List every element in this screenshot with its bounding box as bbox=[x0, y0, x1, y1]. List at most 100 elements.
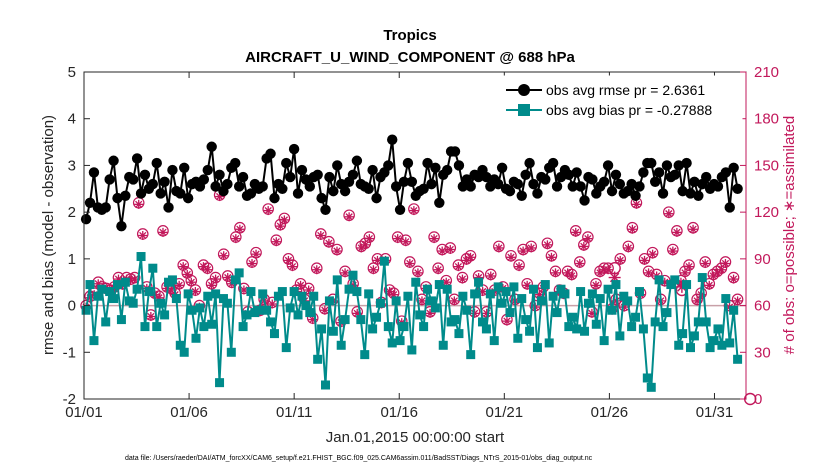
rmse-point bbox=[575, 181, 586, 192]
bias-point bbox=[297, 291, 307, 301]
asterisk-stroke bbox=[572, 228, 580, 237]
obs-assimilated-marker bbox=[275, 221, 285, 231]
rmse-point bbox=[406, 176, 418, 187]
rmse-point bbox=[179, 162, 190, 173]
bias-point bbox=[423, 284, 433, 294]
rmse-point bbox=[724, 202, 735, 213]
y2-tick-label: 150 bbox=[754, 157, 779, 174]
obs-assimilated-marker bbox=[449, 296, 459, 306]
asterisk-stroke bbox=[357, 244, 365, 252]
obs-assimilated-marker bbox=[688, 224, 698, 234]
obs-assimilated-marker bbox=[296, 280, 306, 290]
rmse-point bbox=[430, 162, 441, 173]
bias-point bbox=[258, 289, 268, 299]
bias-point bbox=[187, 305, 197, 315]
bias-point bbox=[364, 289, 374, 299]
asterisk-stroke bbox=[288, 263, 297, 271]
obs-assimilated-marker bbox=[494, 243, 504, 253]
rmse-point bbox=[689, 176, 700, 187]
asterisk-stroke bbox=[503, 317, 511, 325]
obs-assimilated-marker bbox=[526, 243, 536, 253]
asterisk-stroke bbox=[604, 266, 612, 274]
asterisk-stroke bbox=[232, 234, 240, 243]
rmse-point bbox=[441, 164, 453, 176]
rmse-point bbox=[571, 167, 582, 178]
asterisk-stroke bbox=[580, 242, 588, 251]
bias-point bbox=[203, 291, 213, 301]
bias-point bbox=[607, 305, 617, 315]
asterisk-stroke bbox=[187, 278, 195, 286]
asterisk-stroke bbox=[321, 306, 329, 314]
rmse-point bbox=[626, 178, 637, 190]
asterisk-stroke bbox=[365, 234, 374, 243]
asterisk-stroke bbox=[385, 287, 394, 296]
bias-point bbox=[674, 340, 684, 350]
rmse-point bbox=[175, 188, 186, 199]
x-tick-label: 01/31 bbox=[696, 404, 734, 421]
legend-rmse-marker bbox=[518, 84, 530, 96]
bias-point bbox=[156, 298, 166, 308]
bias-point bbox=[587, 289, 597, 299]
obs-assimilated-marker bbox=[320, 305, 330, 315]
rmse-point bbox=[304, 181, 316, 192]
bias-point bbox=[348, 270, 358, 280]
bias-point bbox=[415, 310, 425, 320]
x-tick-label: 01/11 bbox=[276, 404, 312, 421]
bias-point bbox=[442, 284, 452, 294]
asterisk-stroke bbox=[414, 269, 422, 277]
rmse-point bbox=[653, 167, 665, 178]
chart-title: Tropics bbox=[383, 27, 436, 44]
rmse-point bbox=[649, 176, 661, 187]
obs-assimilated-marker bbox=[413, 268, 423, 278]
bias-point bbox=[301, 301, 311, 311]
bias-point bbox=[733, 354, 743, 364]
rmse-point bbox=[516, 190, 527, 201]
asterisk-stroke bbox=[673, 228, 681, 237]
bias-point bbox=[328, 326, 338, 336]
bias-point bbox=[717, 340, 727, 350]
obs-assimilated-marker bbox=[704, 280, 714, 290]
obs-assimilated-marker bbox=[672, 227, 682, 237]
rmse-point bbox=[418, 183, 429, 194]
obs-assimilated-marker bbox=[550, 268, 560, 278]
bias-point bbox=[525, 326, 535, 336]
asterisk-stroke bbox=[248, 259, 256, 268]
asterisk-stroke bbox=[713, 269, 722, 277]
bias-point bbox=[411, 277, 421, 287]
obs-assimilated-marker bbox=[502, 316, 512, 326]
bias-point bbox=[160, 310, 170, 320]
obs-assimilated-marker bbox=[631, 199, 641, 209]
rmse-point bbox=[284, 171, 296, 183]
obs-assimilated-marker bbox=[457, 274, 467, 284]
rmse-point bbox=[155, 188, 166, 199]
rmse-point bbox=[139, 169, 151, 180]
obs-assimilated-marker bbox=[575, 259, 585, 269]
bias-point bbox=[195, 303, 205, 313]
obs-assimilated-marker bbox=[453, 262, 463, 272]
bias-point bbox=[430, 303, 440, 313]
rmse-point bbox=[269, 192, 280, 204]
obs-assimilated-marker bbox=[615, 255, 625, 265]
obs-assimilated-marker bbox=[207, 280, 217, 290]
rmse-point bbox=[127, 174, 139, 185]
bias-point bbox=[493, 282, 503, 292]
bias-point bbox=[324, 296, 334, 306]
asterisk-stroke bbox=[454, 263, 463, 271]
obs-assimilated-marker bbox=[640, 255, 650, 265]
asterisk-stroke bbox=[733, 297, 742, 305]
bias-point bbox=[332, 275, 342, 285]
obs-assimilated-marker bbox=[623, 243, 633, 253]
asterisk-stroke bbox=[685, 263, 693, 271]
obs-assimilated-marker bbox=[518, 246, 528, 256]
bias-point bbox=[713, 324, 723, 334]
bias-point bbox=[112, 280, 122, 290]
asterisk-stroke bbox=[410, 206, 418, 215]
rmse-point bbox=[296, 164, 308, 176]
bias-point bbox=[120, 277, 130, 287]
rmse-point bbox=[638, 167, 649, 178]
rmse-point bbox=[398, 176, 410, 187]
asterisk-stroke bbox=[131, 275, 139, 283]
rmse-point bbox=[100, 202, 111, 213]
asterisk-stroke bbox=[284, 256, 293, 265]
obs-assimilated-marker bbox=[251, 249, 261, 259]
